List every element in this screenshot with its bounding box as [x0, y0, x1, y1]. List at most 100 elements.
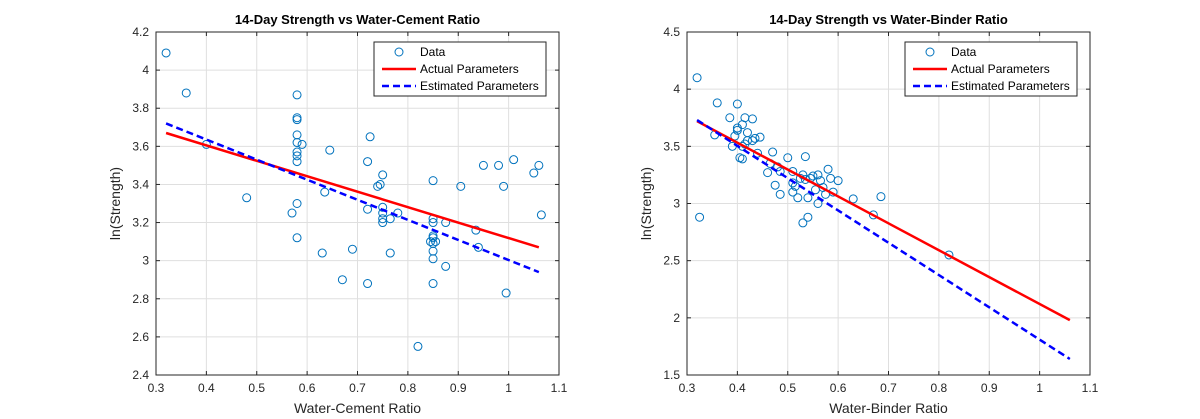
data-point [365, 132, 375, 142]
data-point [868, 210, 878, 220]
data-point [803, 193, 813, 203]
data-point [292, 151, 302, 161]
data-point [803, 212, 813, 222]
x-tick-label: 0.8 [400, 381, 417, 395]
data-point [813, 199, 823, 208]
data-point [385, 214, 395, 224]
data-point [823, 164, 833, 174]
data-point [413, 341, 423, 351]
data-point [287, 208, 297, 218]
y-tick-label: 2.8 [132, 292, 149, 306]
data-point [292, 233, 302, 243]
data-point [808, 171, 818, 181]
x-tick-label: 0.5 [779, 381, 796, 395]
data-point [378, 202, 388, 212]
y-tick-label: 4.2 [132, 25, 149, 39]
data-point [770, 180, 780, 190]
y-tick-label: 2.4 [132, 368, 149, 382]
data-point [813, 170, 823, 180]
y-tick-label: 3.6 [132, 139, 149, 153]
data-point [536, 210, 546, 220]
data-point [768, 147, 778, 157]
x-tick-label: 0.4 [729, 381, 746, 395]
y-tick-label: 3.2 [132, 216, 149, 230]
data-point [848, 194, 858, 204]
x-tick-label: 0.5 [248, 381, 265, 395]
y-tick-label: 4 [142, 63, 149, 77]
data-point [793, 193, 803, 203]
data-point [775, 189, 785, 199]
data-point [375, 179, 385, 189]
legend-label: Actual Parameters [420, 62, 519, 76]
legend-marker-data [925, 47, 935, 57]
data-point [750, 133, 760, 143]
legend-marker-data [394, 47, 404, 57]
data-point [242, 193, 252, 203]
data-point [833, 176, 843, 186]
data-point [732, 99, 742, 109]
y-axis-label: ln(Strength) [107, 167, 123, 240]
y-tick-label: 4 [673, 82, 680, 96]
x-tick-label: 0.7 [349, 381, 366, 395]
x-tick-label: 1.1 [1082, 381, 1099, 395]
x-tick-label: 1 [1036, 381, 1043, 395]
data-point [385, 248, 395, 258]
estimated-parameters-line [165, 122, 540, 274]
data-point [161, 48, 171, 58]
legend-label: Estimated Parameters [420, 79, 539, 93]
data-point [292, 157, 302, 167]
x-tick-label: 1 [505, 381, 512, 395]
x-tick-label: 0.3 [148, 381, 165, 395]
chart-title: 14-Day Strength vs Water-Binder Ratio [769, 12, 1008, 27]
data-point [347, 244, 357, 254]
data-point [441, 261, 451, 271]
y-axis-label: ln(Strength) [638, 167, 654, 240]
y-tick-label: 3 [142, 254, 149, 268]
data-point [297, 139, 307, 149]
y-tick-label: 4.5 [663, 25, 680, 39]
x-tick-label: 0.9 [450, 381, 467, 395]
y-tick-label: 3 [673, 197, 680, 211]
data-point [695, 212, 705, 222]
data-point [378, 170, 388, 180]
data-point [292, 90, 302, 100]
data-point [876, 192, 886, 202]
legend-label: Data [951, 45, 977, 59]
y-tick-label: 2.5 [663, 254, 680, 268]
axes-frame [686, 31, 1091, 376]
y-tick-label: 2.6 [132, 330, 149, 344]
legend-label: Actual Parameters [951, 62, 1050, 76]
data-point [755, 132, 765, 142]
plot-water-binder: 0.3 0.4 0.5 0.6 0.7 0.8 0.9 1 1.1 1.5 2 2.5 3 3.5 4 4.5… [638, 12, 1099, 416]
data-point [428, 176, 438, 186]
data-point [747, 114, 757, 124]
x-tick-label: 0.4 [198, 381, 215, 395]
data-point [788, 187, 798, 197]
data-point [712, 98, 722, 108]
y-tick-label: 1.5 [663, 368, 680, 382]
data-point [428, 254, 438, 264]
data-point [692, 73, 702, 83]
x-tick-label: 0.8 [931, 381, 948, 395]
data-point [499, 181, 509, 191]
data-point [378, 218, 388, 228]
data-point [494, 160, 504, 170]
data-point [478, 160, 488, 170]
data-point [317, 248, 327, 258]
x-tick-label: 1.1 [551, 381, 568, 395]
legend-label: Data [420, 45, 446, 59]
y-tick-label: 3.4 [132, 177, 149, 191]
x-tick-label: 0.3 [679, 381, 696, 395]
data-point [428, 279, 438, 289]
actual-parameters-line [165, 131, 540, 249]
y-tick-label: 3.8 [132, 101, 149, 115]
x-tick-label: 0.6 [299, 381, 316, 395]
data-point [431, 237, 441, 247]
data-point [798, 218, 808, 228]
data-point [181, 88, 191, 98]
plot-water-cement: 0.3 0.4 0.5 0.6 0.7 0.8 0.9 1 1.1 2.4 2.6 2.8 3 3.2 3.… [107, 12, 568, 416]
estimated-parameters-line [696, 118, 1071, 361]
data-point [753, 148, 763, 158]
data-point [725, 113, 735, 123]
